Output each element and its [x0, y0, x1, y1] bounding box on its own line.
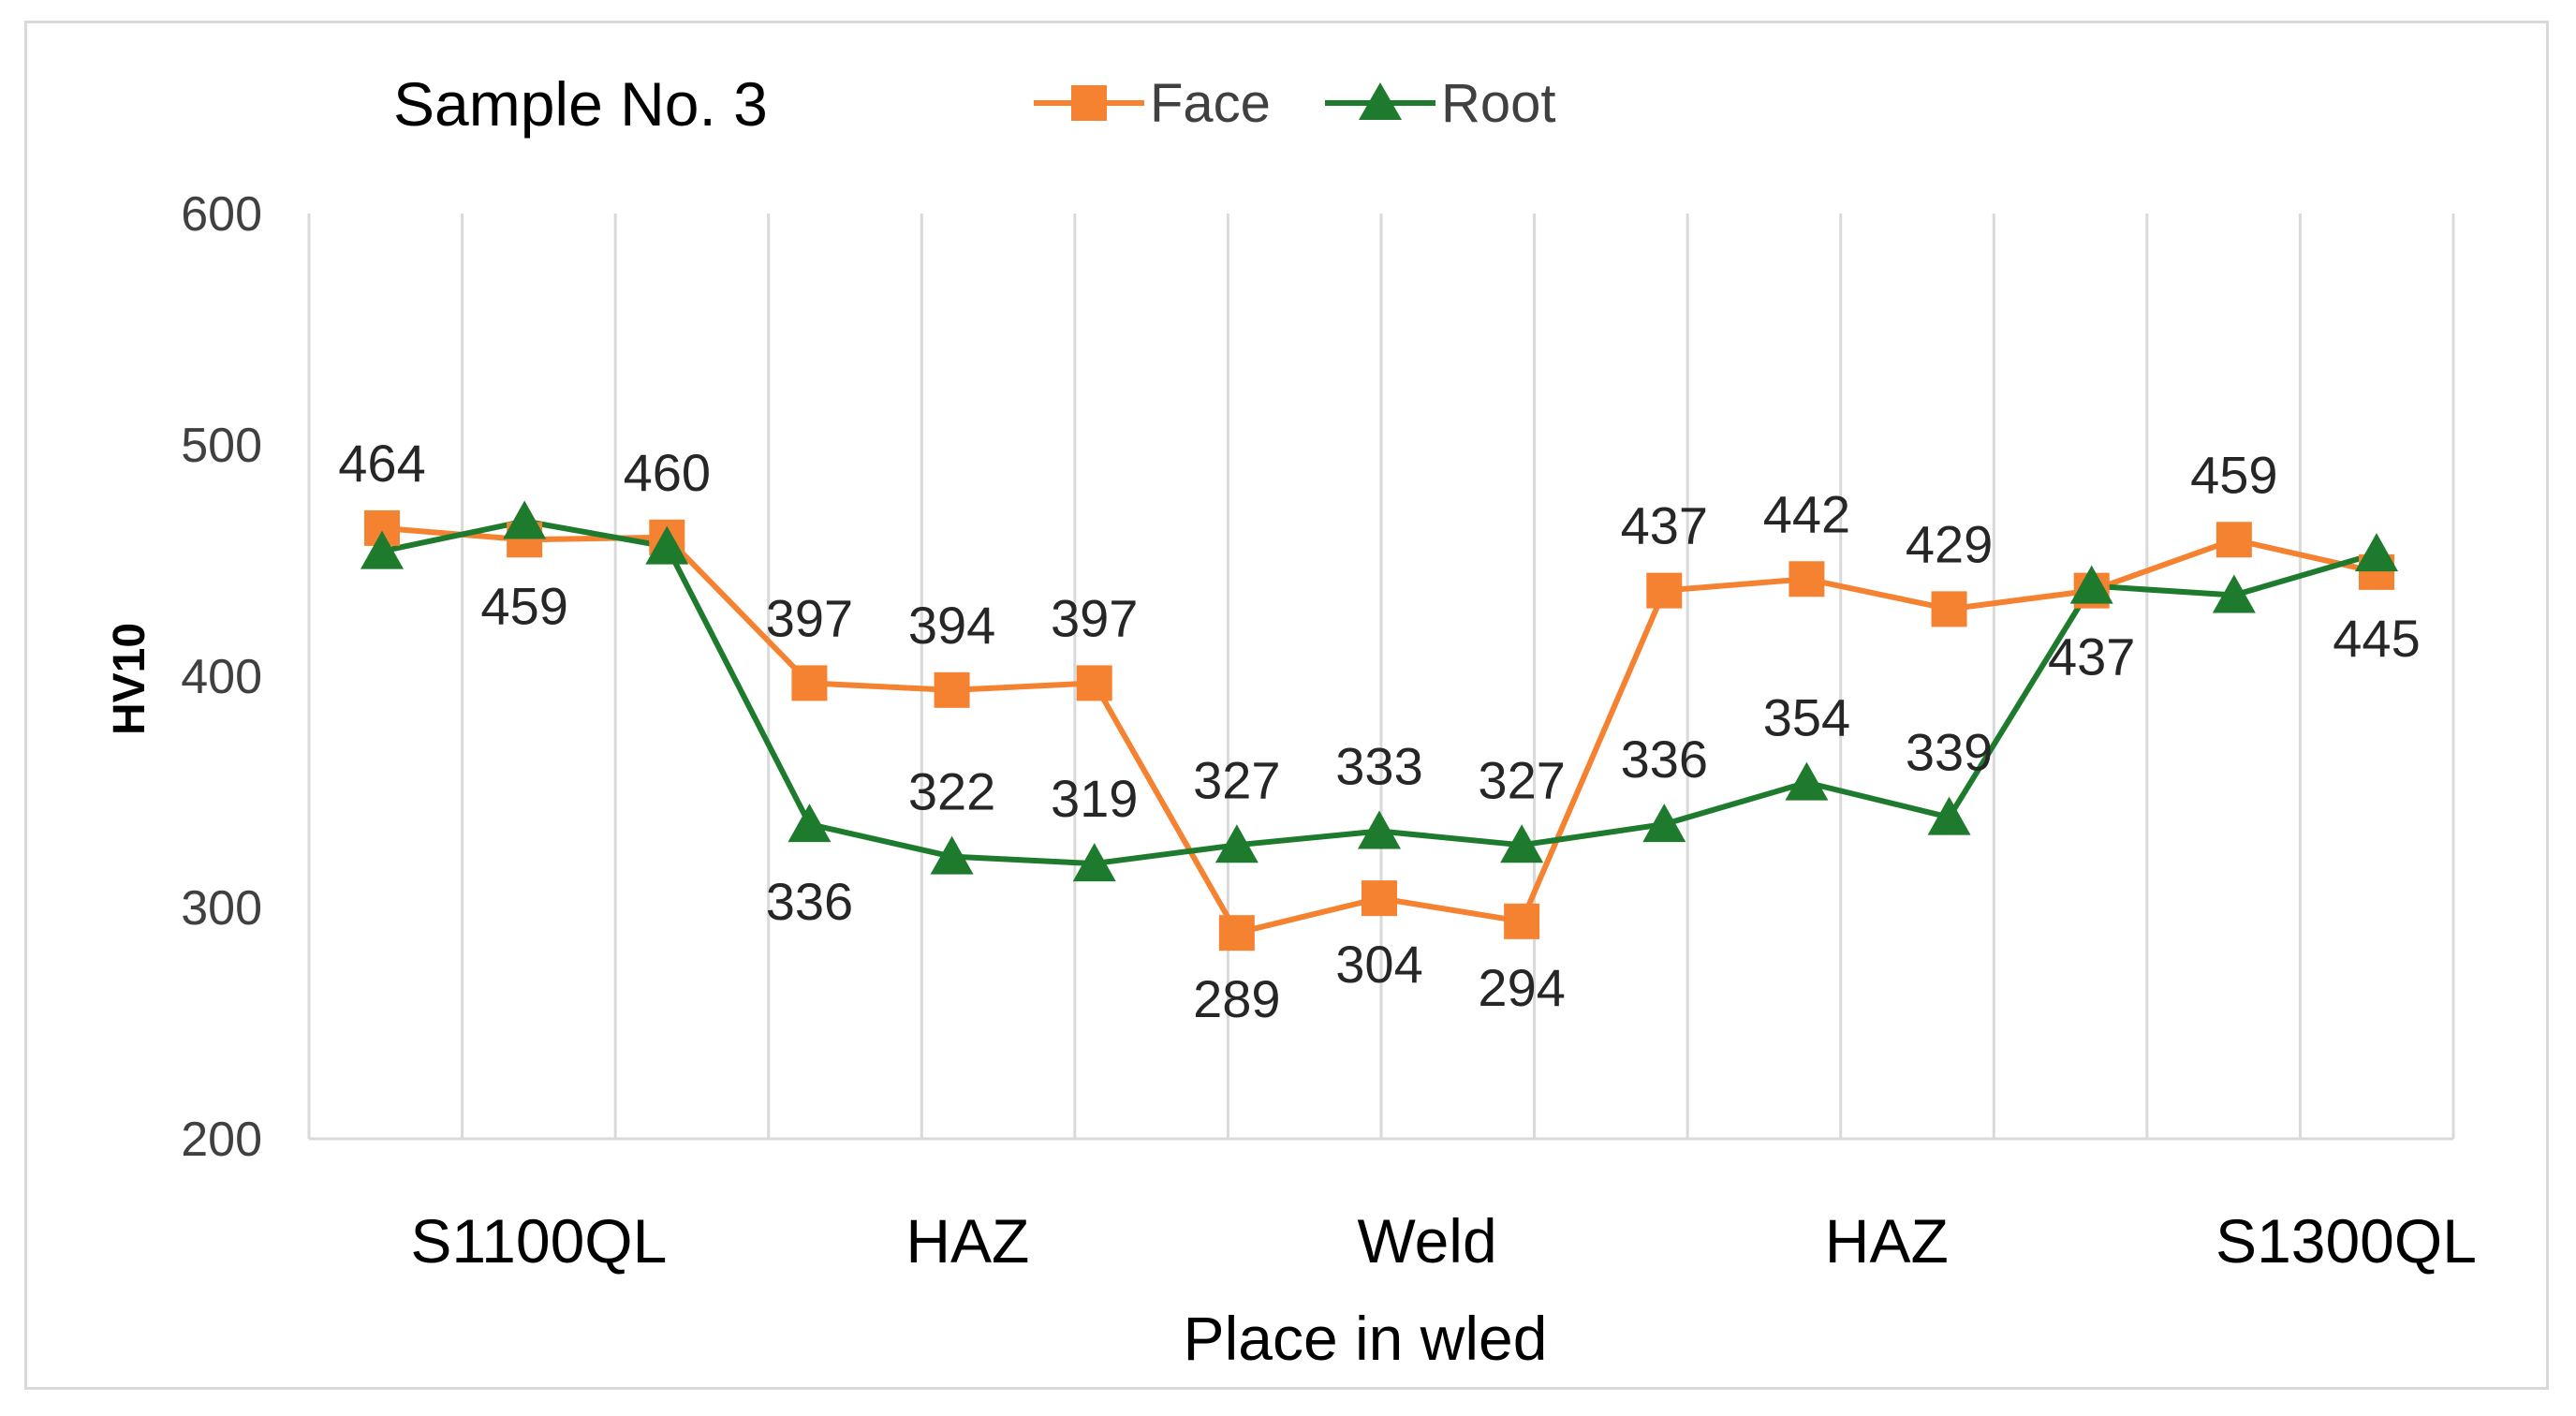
- data-point-face: [1931, 591, 1967, 627]
- legend: Face Root: [1034, 73, 1556, 134]
- x-category-label: Weld: [1357, 1206, 1496, 1276]
- chart-title: Sample No. 3: [393, 69, 768, 139]
- legend-item-root: Root: [1325, 73, 1556, 134]
- data-point-face: [1504, 903, 1540, 939]
- data-label-face: 289: [1193, 969, 1280, 1028]
- data-label-face: 459: [480, 576, 567, 635]
- data-label-face: 397: [1051, 588, 1138, 647]
- data-point-face: [1362, 880, 1397, 917]
- data-label-root: 327: [1193, 750, 1280, 809]
- data-labels: 464 459 460 397 394 397 289 304 294 437 442 429 437 4…: [338, 434, 2420, 1028]
- data-point-face: [1788, 561, 1825, 597]
- gridlines: [307, 214, 2455, 1139]
- data-point-root: [1927, 796, 1971, 835]
- data-point-root: [1500, 824, 1544, 863]
- y-tick-label: 200: [181, 1113, 262, 1167]
- data-label-face: 442: [1763, 484, 1850, 543]
- x-category-label: S1300QL: [2215, 1206, 2477, 1276]
- x-category-label: HAZ: [905, 1206, 1029, 1276]
- data-label-root: 322: [908, 762, 995, 821]
- data-point-root: [503, 500, 547, 539]
- x-axis-title: Place in wled: [1184, 1304, 1548, 1373]
- data-label-face: 459: [2190, 445, 2277, 504]
- data-point-root: [1072, 843, 1116, 882]
- data-label-root: 339: [1906, 723, 1993, 782]
- legend-face-marker: [1071, 85, 1107, 121]
- data-label-face: 397: [766, 588, 853, 647]
- data-point-root: [2069, 565, 2113, 604]
- data-point-root: [1785, 761, 1829, 801]
- data-label-face: 437: [1621, 496, 1708, 555]
- data-label-face: 437: [2048, 627, 2135, 686]
- data-label-face: 429: [1906, 514, 1993, 573]
- data-point-root: [930, 835, 974, 875]
- data-point-face: [934, 671, 970, 708]
- data-point-face: [1076, 665, 1112, 701]
- x-category-label: S1100QL: [410, 1206, 667, 1276]
- y-tick-label: 400: [181, 650, 262, 704]
- legend-root-label: Root: [1441, 73, 1556, 134]
- data-label-face: 294: [1478, 958, 1565, 1017]
- data-point-face: [791, 665, 828, 701]
- data-label-face: 445: [2333, 609, 2420, 668]
- legend-face-label: Face: [1150, 73, 1271, 134]
- x-category-label: HAZ: [1825, 1206, 1949, 1276]
- data-label-face: 460: [624, 443, 711, 502]
- data-label-root: 333: [1335, 736, 1422, 795]
- axes: 200 300 400 500 600 S1100QL HAZ Weld HAZ S1300QL: [181, 187, 2477, 1276]
- data-label-root: 327: [1478, 750, 1565, 809]
- data-point-root: [788, 804, 832, 843]
- data-label-root: 319: [1051, 769, 1138, 828]
- data-point-root: [2355, 533, 2398, 572]
- series-lines: [361, 500, 2398, 951]
- y-tick-label: 600: [181, 187, 262, 242]
- data-label-face: 304: [1335, 935, 1422, 994]
- y-axis-title: HV10: [105, 623, 155, 735]
- data-point-face: [2215, 522, 2252, 558]
- data-label-face: 394: [908, 596, 995, 655]
- data-label-face: 464: [338, 434, 425, 493]
- data-label-root: 354: [1763, 688, 1850, 747]
- y-tick-label: 500: [181, 419, 262, 473]
- data-point-root: [361, 530, 404, 569]
- data-point-root: [1358, 810, 1401, 849]
- data-point-root: [2212, 574, 2256, 613]
- data-point-root: [645, 525, 689, 565]
- data-point-root: [1214, 824, 1259, 863]
- data-label-root: 336: [766, 872, 853, 931]
- data-point-face: [1646, 572, 1683, 609]
- chart-frame: [24, 21, 2549, 1390]
- data-point-face: [1218, 915, 1255, 951]
- data-label-root: 336: [1621, 730, 1708, 789]
- legend-root-marker: [1359, 82, 1402, 120]
- y-tick-label: 300: [181, 881, 262, 936]
- legend-item-face: Face: [1034, 73, 1271, 134]
- data-point-root: [1642, 804, 1686, 843]
